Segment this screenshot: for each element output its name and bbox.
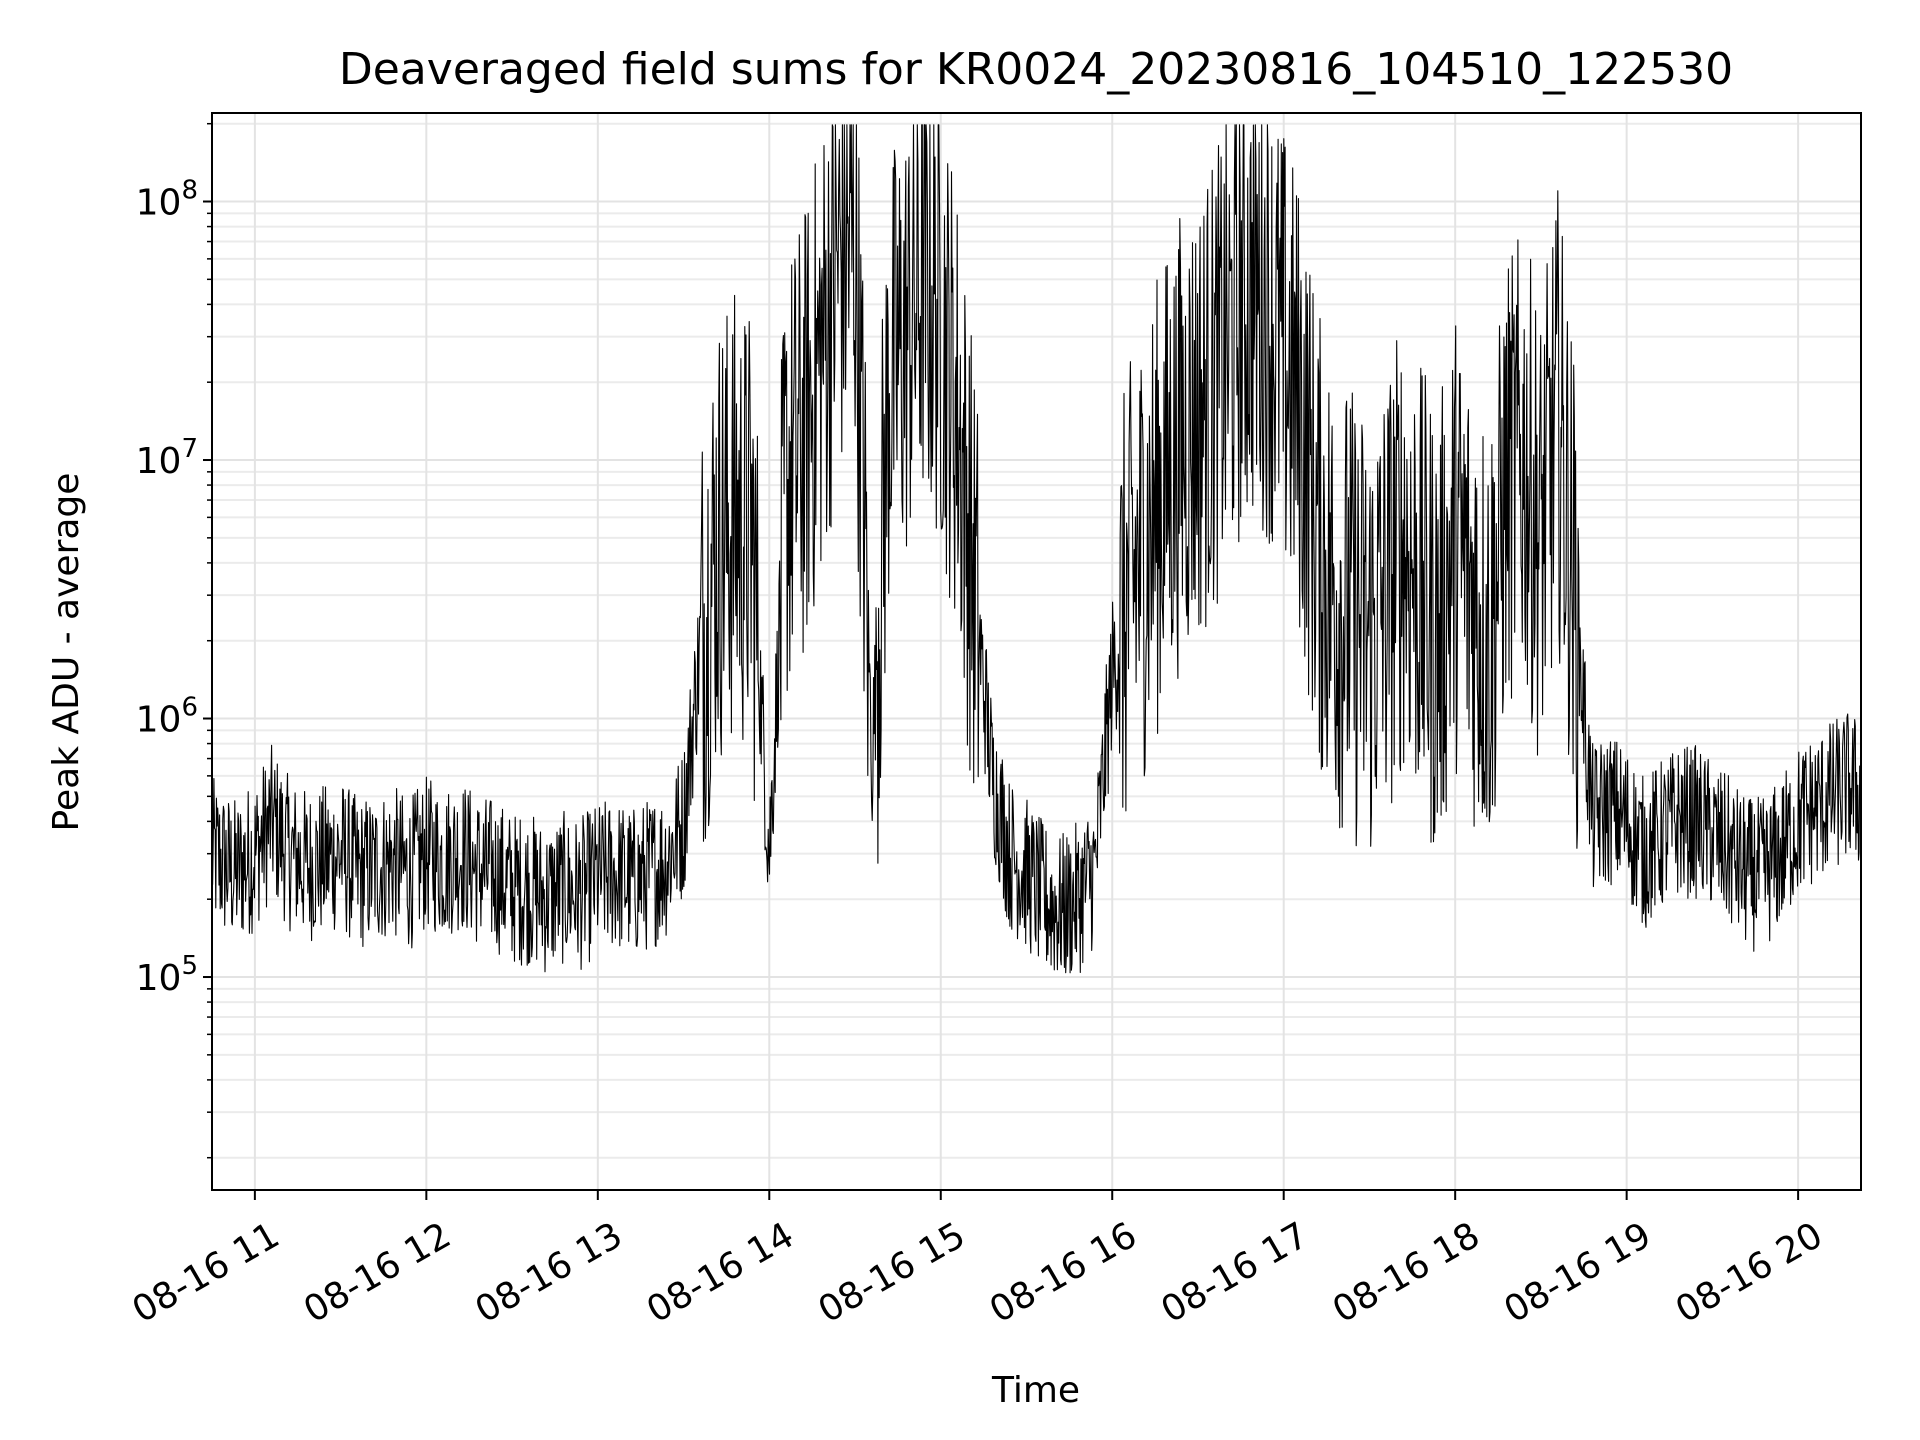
y-axis-label: Peak ADU - average (46, 473, 87, 832)
series-layer (211, 124, 1862, 974)
y-tick-label: 107 (136, 434, 198, 482)
x-axis-label: Time (991, 1370, 1080, 1411)
plot-frame (211, 112, 1862, 1191)
series-line (211, 124, 1862, 974)
y-tick-label: 105 (136, 951, 198, 999)
y-axis: 105 106 107 108 (136, 122, 212, 1159)
y-tick-label: 108 (136, 176, 198, 224)
y-tick-label: 106 (136, 693, 198, 741)
chart-title: Deaveraged field sums for KR0024_2023081… (339, 44, 1733, 95)
